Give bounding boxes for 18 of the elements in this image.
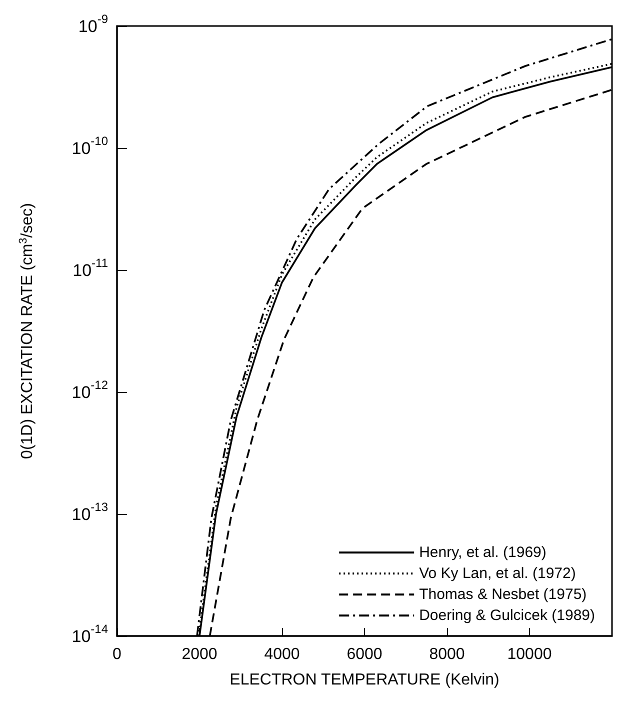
x-tick-label: 8000 <box>429 646 465 662</box>
x-tick-label: 2000 <box>182 646 218 662</box>
x-tick-label: 4000 <box>264 646 300 662</box>
y-axis-title: 0(1D) EXCITATION RATE (cm3/sec) <box>18 203 36 459</box>
legend-label: Doering & Gulcicek (1989) <box>419 607 596 624</box>
y-tick-label: 10$^{-9}$ <box>78 12 108 36</box>
y-tick-label: 10$^{-11}$ <box>72 256 108 280</box>
legend-label: Thomas & Nesbet (1975) <box>419 586 587 603</box>
y-tick-label: 10$^{-12}$ <box>72 378 108 402</box>
x-tick-label: 0 <box>112 646 122 662</box>
legend-label: Henry, et al. (1969) <box>419 544 546 561</box>
x-tick-label: 10000 <box>507 646 552 662</box>
x-axis-title: ELECTRON TEMPERATURE (Kelvin) <box>230 672 500 688</box>
y-tick-label: 10$^{-10}$ <box>72 134 108 158</box>
y-tick-label: 10$^{-13}$ <box>72 500 108 524</box>
y-tick-label: 10$^{-14}$ <box>72 622 108 646</box>
legend-label: Vo Ky Lan, et al. (1972) <box>419 565 576 582</box>
x-tick-label: 6000 <box>346 646 382 662</box>
